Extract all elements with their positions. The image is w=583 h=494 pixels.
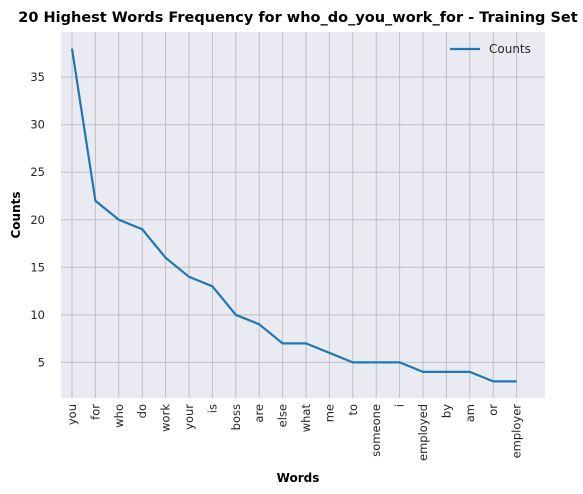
x-tick-label: employer — [510, 404, 524, 459]
x-tick-label: you — [65, 404, 79, 425]
x-tick-label: else — [276, 404, 290, 427]
x-tick-label: do — [135, 404, 149, 418]
x-tick-label: i — [393, 404, 407, 407]
x-tick-label: to — [346, 404, 360, 416]
x-axis-label: Words — [277, 471, 320, 485]
x-tick-label: who — [112, 404, 126, 428]
x-tick-label: your — [182, 404, 196, 430]
chart-title: 20 Highest Words Frequency for who_do_yo… — [18, 10, 577, 26]
x-tick-labels: you for who do work your is boss are else what me to… — [65, 404, 524, 461]
y-tick-label: 10 — [30, 308, 45, 322]
x-tick-label: am — [463, 404, 477, 422]
x-tick-label: or — [486, 404, 500, 416]
x-tick-label: employed — [416, 404, 430, 461]
y-tick-label: 25 — [30, 165, 45, 179]
y-tick-label: 20 — [30, 213, 45, 227]
x-tick-label: is — [205, 404, 219, 413]
x-tick-label: someone — [369, 404, 383, 457]
x-tick-label: me — [322, 404, 336, 422]
y-axis-label: Counts — [9, 191, 23, 238]
x-tick-label: work — [159, 404, 173, 432]
x-tick-label: by — [439, 404, 453, 418]
y-tick-label: 15 — [30, 260, 45, 274]
x-tick-label: for — [88, 404, 102, 420]
legend-label: Counts — [489, 42, 531, 56]
x-tick-label: what — [299, 404, 313, 433]
y-tick-label: 35 — [30, 70, 45, 84]
x-tick-label: are — [252, 404, 266, 423]
x-tick-label: boss — [229, 404, 243, 430]
y-tick-label: 30 — [30, 118, 45, 132]
y-tick-labels: 5 10 15 20 25 30 35 — [30, 70, 45, 369]
y-tick-label: 5 — [38, 355, 45, 369]
